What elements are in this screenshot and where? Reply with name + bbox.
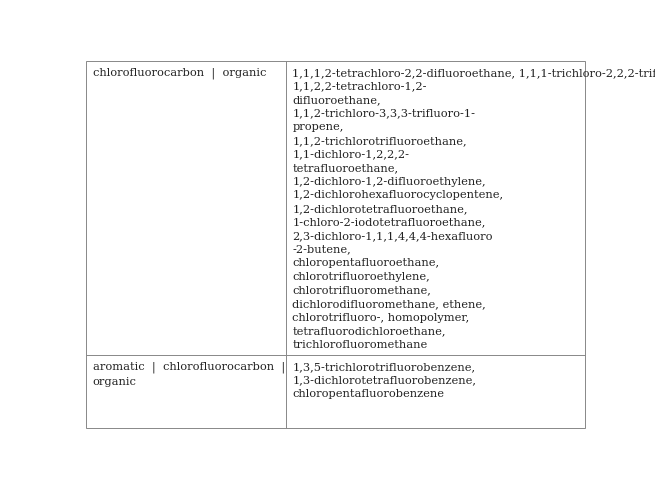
Text: chlorofluorocarbon  |  organic: chlorofluorocarbon | organic	[92, 68, 266, 79]
Text: 1,1,1,2-tetrachloro-2,2-difluoroethane, 1,1,1-trichloro-2,2,2-trifluoroethane,
1: 1,1,1,2-tetrachloro-2,2-difluoroethane, …	[292, 68, 655, 350]
Text: 1,3,5-trichlorotrifluorobenzene,
1,3-dichlorotetrafluorobenzene,
chloropentafluo: 1,3,5-trichlorotrifluorobenzene, 1,3-dic…	[292, 362, 476, 399]
Text: aromatic  |  chlorofluorocarbon  |
organic: aromatic | chlorofluorocarbon | organic	[92, 362, 285, 387]
